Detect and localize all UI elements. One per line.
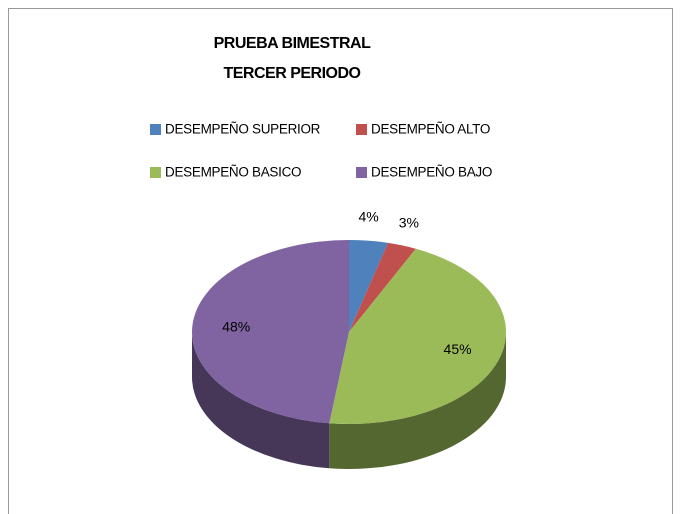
legend-label: DESEMPEÑO BASICO [165, 165, 301, 180]
legend-swatch [150, 167, 161, 178]
legend-swatch [150, 124, 161, 135]
legend-label: DESEMPEÑO SUPERIOR [165, 122, 321, 137]
pie-slice [349, 242, 416, 332]
data-label: 48% [222, 319, 250, 335]
data-label: 45% [444, 341, 472, 357]
pie-slice [329, 248, 507, 425]
chart-subtitle: TERCER PERIODO [223, 65, 360, 82]
chart-title: PRUEBA BIMESTRAL [214, 35, 371, 52]
legend-label: DESEMPEÑO ALTO [371, 122, 490, 137]
pie-side [329, 332, 506, 469]
data-label: 3% [399, 215, 419, 231]
pie-slice [191, 239, 349, 424]
data-label: 4% [358, 209, 378, 225]
legend-label: DESEMPEÑO BAJO [371, 165, 492, 180]
chart-frame [8, 8, 673, 514]
pie-side [192, 332, 330, 469]
legend-swatch [356, 167, 367, 178]
legend-swatch [356, 124, 367, 135]
pie-slice [349, 240, 389, 332]
